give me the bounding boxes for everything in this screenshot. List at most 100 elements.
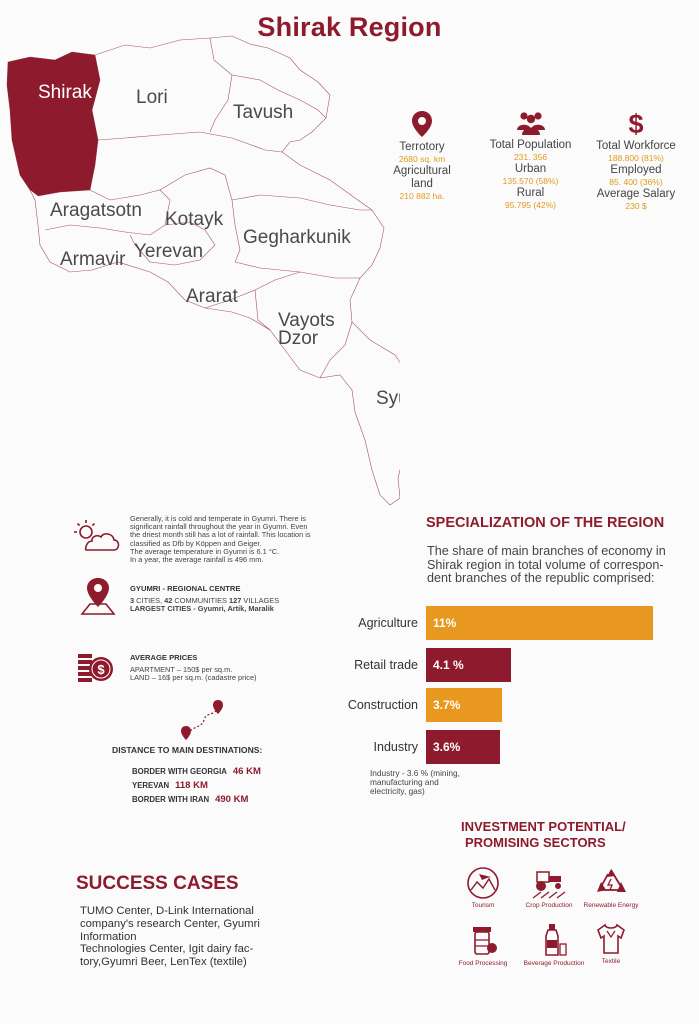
map-label-lori: Lori [136, 87, 168, 108]
territory-stats: Terrotory 2680 sq. km Agricultural land … [382, 110, 462, 202]
location-pin-icon [412, 111, 432, 137]
map-label-dzor: Dzor [278, 328, 319, 349]
rural-label: Rural [516, 187, 545, 199]
communities-count: 42 [164, 596, 173, 605]
map-outline [6, 35, 400, 506]
prices-title: AVERAGE PRICES [130, 653, 198, 662]
salary-value: 230 $ [625, 201, 647, 211]
sector-label: Textile [601, 958, 621, 965]
armenia-map: Shirak Lori Tavush Aragatsotn Kotayk Arm… [6, 35, 400, 506]
specialization-description: The share of main branches of economy in… [427, 544, 687, 586]
distance-row: BORDER WITH GEORGIA 46 KM [132, 764, 332, 778]
svg-text:$: $ [97, 662, 105, 677]
bar: 11% [426, 606, 653, 640]
sector-tourism: Tourism [458, 866, 508, 909]
distances-list: BORDER WITH GEORGIA 46 KM YEREVAN 118 KM B… [132, 764, 332, 806]
employed-value: 85. 400 (36%) [609, 177, 663, 187]
urban-value: 135.570 (58%) [502, 176, 559, 186]
bar-category-label: Agriculture [358, 616, 418, 630]
climate-line: classified as Dfb by Köppen and Geiger. [130, 538, 262, 548]
distances-title: DISTANCE TO MAIN DESTINATIONS: [112, 745, 263, 755]
shirak-region-shape [7, 52, 100, 196]
recycle-icon [597, 869, 626, 892]
climate-line: the driest month still has a lot of rain… [130, 530, 311, 540]
bar-row: Retail trade 4.1 % [318, 648, 511, 682]
route-icon [181, 700, 223, 740]
sector-label: Beverage Production [523, 960, 585, 967]
rural-value: 95.795 (42%) [504, 200, 557, 210]
investment-title-line1: INVESTMENT POTENTIAL/ [461, 819, 626, 834]
description-line: The share of main branches of economy in [427, 544, 666, 558]
bar-value-label: 3.6% [433, 740, 461, 754]
population-stats: Total Population 231. 356 Urban 135.570 … [488, 110, 573, 211]
sector-label: Crop Production [525, 902, 573, 909]
bar-category-label: Retail trade [354, 658, 418, 672]
page-title: Shirak Region [257, 12, 442, 42]
average-prices: AVERAGE PRICES APARTMENT – 150$ per sq.m… [130, 653, 330, 682]
beverage-icon [545, 924, 567, 956]
bar-row: Industry 3.6% [318, 730, 500, 764]
distance-label: YEREVAN [132, 780, 170, 790]
success-line: Information [80, 930, 137, 943]
cities-count: 3 [130, 596, 135, 605]
villages-label: VILLAGES [241, 596, 280, 605]
sector-food-processing: Food Processing [454, 922, 512, 967]
climate-line: Generally, it is cold and temperate in G… [130, 514, 306, 523]
centre-counts: 3 CITIES, 42 COMMUNITIES 127 VILLAGES [130, 596, 340, 605]
agri-land-label: Agricultural land [393, 165, 451, 190]
urban-label: Urban [514, 163, 547, 175]
note-line: Industry - 3.6 % (mining, [370, 768, 460, 778]
bar: 3.7% [426, 688, 502, 722]
sector-label: Tourism [471, 902, 495, 909]
communities-label: COMMUNITIES [172, 596, 230, 605]
money-icon: $ [78, 654, 113, 682]
territory-label: Terrotory [399, 141, 445, 153]
textile-icon [597, 923, 625, 954]
sector-label: Renewable Energy [583, 902, 639, 909]
map-label-gegharkunik: Gegharkunik [243, 227, 351, 248]
map-label-aragatsotn: Aragatsotn [50, 200, 142, 221]
map-label-yerevan: Yerevan [134, 241, 203, 262]
agri-land-value: 210 882 ha. [399, 191, 445, 201]
territory-value: 2680 sq. km [398, 154, 446, 164]
distance-value: 46 KM [232, 765, 261, 777]
map-pin-icon [80, 578, 116, 615]
distance-value: 490 KM [215, 793, 249, 805]
map-label-syunik: Syunik [376, 388, 400, 409]
bar-row: Construction 3.7% [318, 688, 502, 722]
salary-label: Average Salary [596, 188, 676, 200]
bar: 4.1 % [426, 648, 511, 682]
sector-crop-production: Crop Production [518, 866, 580, 909]
bar-value-label: 3.7% [433, 698, 461, 712]
distance-value: 118 KM [175, 779, 208, 791]
climate-line: significant rainfall throughout the year… [130, 522, 308, 532]
people-icon [516, 112, 545, 135]
sector-textile: Textile [590, 922, 632, 965]
centre-title: GYUMRI - REGIONAL CENTRE [130, 584, 241, 593]
sector-beverage-production: Beverage Production [518, 922, 590, 967]
population-label: Total Population [489, 139, 572, 151]
land-price: LAND – 16$ per sq.m. (cadastre price) [130, 673, 257, 683]
success-cases-text: TUMO Center, D-Link International compan… [80, 905, 280, 969]
climate-text: Generally, it is cold and temperate in G… [130, 514, 330, 565]
climate-line: The average temperature in Gyumri is 6.1… [130, 546, 280, 556]
sectors-grid: Tourism Crop Production Renewable Energy… [458, 866, 658, 976]
tourism-icon [467, 867, 499, 899]
largest-cities: LARGEST CITIES - Gyumri, Artik, Maralik [130, 604, 274, 614]
sector-label: Food Processing [458, 960, 508, 967]
note-line: manufacturing and [370, 776, 439, 787]
description-line: Shirak region in total volume of corresp… [427, 557, 664, 572]
bar-category-label: Industry [373, 740, 418, 754]
climate-line: In a year, the average rainfall is 496 m… [130, 555, 264, 565]
success-line: Technologies Center, Igit dairy fac- [80, 943, 254, 956]
sector-renewable-energy: Renewable Energy [580, 866, 642, 909]
map-label-armavir: Armavir [60, 249, 126, 270]
map-label-vayots: Vayots [278, 310, 335, 331]
success-line: tory,Gyumri Beer, LenTex (textile) [80, 956, 247, 969]
workforce-value: 188.800 (81%) [608, 153, 664, 163]
map-label-ararat: Ararat [186, 286, 238, 307]
food-processing-icon [473, 927, 497, 955]
employed-label: Employed [610, 164, 662, 176]
cities-label: CITIES, [134, 596, 165, 605]
investment-title: INVESTMENT POTENTIAL/ PROMISING SECTORS [461, 819, 626, 851]
